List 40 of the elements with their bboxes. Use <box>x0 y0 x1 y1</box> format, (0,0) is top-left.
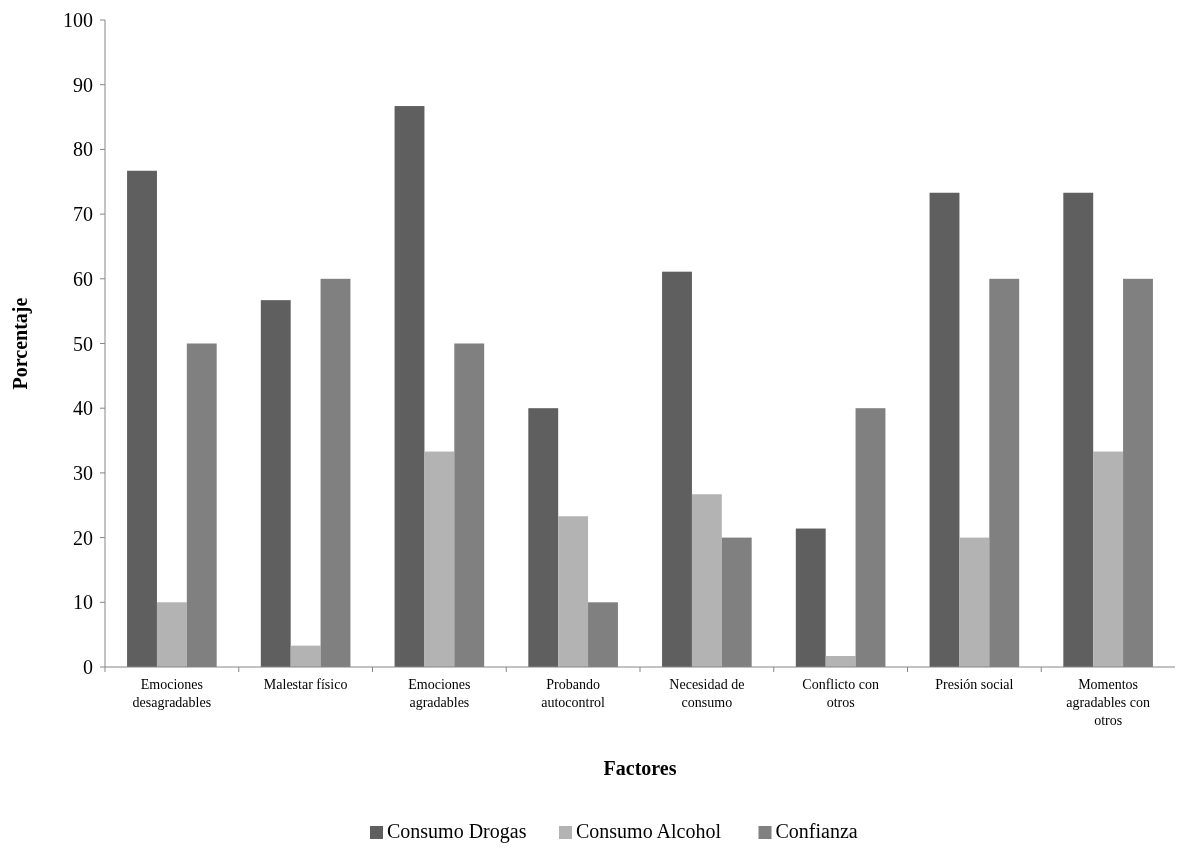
y-tick-label: 30 <box>73 461 93 484</box>
legend-label: Confianza <box>775 820 858 842</box>
bar <box>394 106 425 667</box>
y-tick-label: 70 <box>73 203 93 226</box>
y-tick-label: 100 <box>63 9 93 31</box>
x-tick-label: Malestar físico <box>263 677 348 692</box>
y-tick-label: 10 <box>73 591 93 614</box>
bar <box>1063 192 1094 667</box>
bar <box>825 656 856 667</box>
bar <box>959 537 990 667</box>
bar <box>127 170 157 667</box>
bar <box>156 602 187 667</box>
bar <box>662 271 692 667</box>
y-axis-title: Porcentaje <box>9 297 32 390</box>
bar <box>290 645 321 667</box>
x-tick-label: Momentos agradables con otros <box>1066 677 1150 728</box>
bar <box>424 451 455 667</box>
y-tick-label: 90 <box>73 73 93 96</box>
bar <box>528 408 559 667</box>
y-tick-label: 60 <box>73 267 93 290</box>
x-tick-label: Probando autocontrol <box>541 677 606 710</box>
bar <box>929 192 960 667</box>
y-tick-label: 80 <box>73 138 93 161</box>
bar <box>1093 451 1124 667</box>
bar <box>558 516 589 667</box>
x-tick-label: Presión social <box>935 677 1014 692</box>
bar <box>260 300 291 667</box>
x-tick-label: Emociones agradables <box>408 677 471 710</box>
y-tick-label: 0 <box>83 656 93 678</box>
y-tick-label: 20 <box>73 526 93 549</box>
legend-label: Consumo Drogas <box>387 820 527 843</box>
legend-label: Consumo Alcohol <box>576 820 722 842</box>
bar <box>795 528 826 667</box>
y-tick-label: 40 <box>73 397 93 420</box>
x-axis-title: Factores <box>603 757 677 779</box>
x-tick-label: Necesidad de consumo <box>669 677 745 710</box>
x-tick-label: Emociones desagradables <box>132 677 212 710</box>
x-tick-label: Conflicto con otros <box>802 677 879 710</box>
bar <box>691 494 722 667</box>
y-tick-label: 50 <box>73 332 93 355</box>
